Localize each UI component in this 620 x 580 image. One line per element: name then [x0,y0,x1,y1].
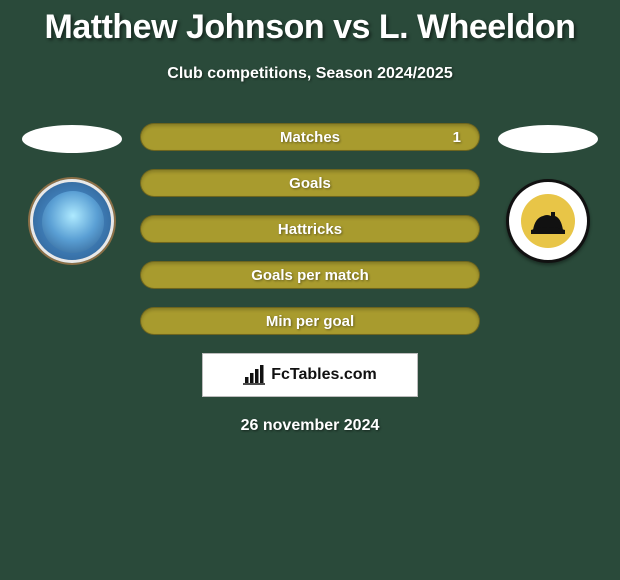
stat-bar-min-per-goal: Min per goal [140,307,480,335]
stat-label: Hattricks [278,221,342,238]
bar-chart-icon [243,365,265,385]
stat-label: Min per goal [266,313,354,330]
footer-date: 26 november 2024 [0,417,620,435]
comparison-card: Matthew Johnson vs L. Wheeldon Club comp… [0,0,620,435]
left-column [22,123,122,263]
right-column [498,123,598,263]
right-ellipse [498,125,598,153]
stat-bar-goals-per-match: Goals per match [140,261,480,289]
stat-bar-matches: Matches 1 [140,123,480,151]
stat-label: Matches [280,129,340,146]
brand-box[interactable]: FcTables.com [202,353,418,397]
braintree-town-badge [30,179,114,263]
badge-inner-icon [42,191,104,253]
stat-label: Goals per match [251,267,369,284]
badge-inner-icon [521,194,575,248]
content-row: Matches 1 Goals Hattricks Goals per matc… [0,123,620,335]
left-ellipse [22,125,122,153]
stats-column: Matches 1 Goals Hattricks Goals per matc… [140,123,480,335]
stat-bar-hattricks: Hattricks [140,215,480,243]
stat-bar-goals: Goals [140,169,480,197]
stat-label: Goals [289,175,331,192]
brand-text: FcTables.com [271,366,377,384]
page-subtitle: Club competitions, Season 2024/2025 [0,65,620,83]
boston-united-badge [506,179,590,263]
page-title: Matthew Johnson vs L. Wheeldon [0,8,620,47]
stat-value-right: 1 [453,129,461,146]
